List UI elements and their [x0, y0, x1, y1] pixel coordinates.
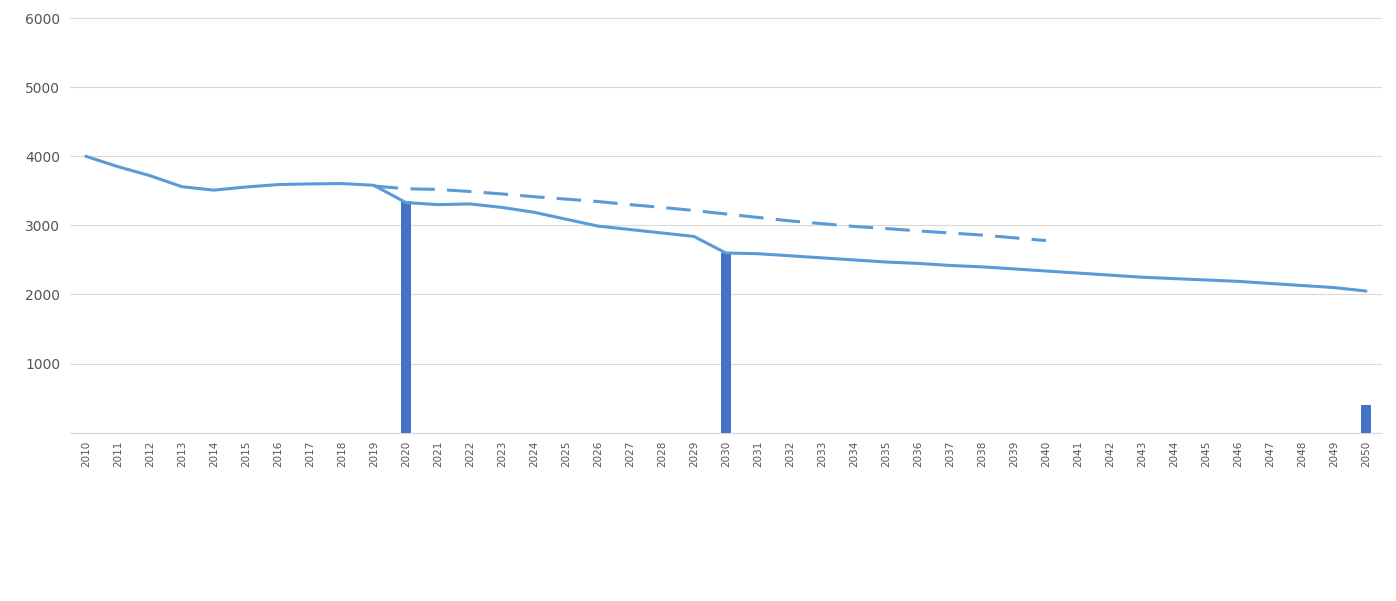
EU GGO 2018 — [941, 230, 958, 237]
Line: EU emissions forecasts: EU emissions forecasts — [85, 156, 1367, 291]
EU emissions forecasts — [525, 209, 542, 216]
EU emissions forecasts — [782, 252, 799, 260]
EU emissions forecasts — [1101, 272, 1118, 279]
EU GGO 2018 — [814, 220, 831, 227]
EU GGO 2018 — [685, 207, 702, 214]
EU emissions forecasts — [846, 256, 863, 263]
EU GGO 2018 — [462, 188, 479, 195]
EU GGO 2018 — [557, 195, 574, 203]
EU emissions forecasts — [1005, 265, 1022, 272]
EU emissions forecasts — [462, 200, 479, 207]
EU emissions forecasts — [878, 258, 895, 266]
EU GGO 2018 — [366, 182, 383, 189]
EU emissions forecasts — [621, 226, 638, 233]
EU emissions forecasts — [77, 153, 94, 160]
EU GGO 2018 — [430, 186, 447, 193]
EU GGO 2018 — [846, 223, 863, 230]
EU emissions forecasts — [237, 183, 254, 191]
EU emissions forecasts — [718, 249, 734, 257]
EU emissions forecasts — [366, 182, 383, 189]
EU emissions forecasts — [1358, 287, 1375, 294]
EU emissions forecasts — [557, 216, 574, 223]
EU emissions forecasts — [750, 250, 766, 257]
EU emissions forecasts — [141, 172, 158, 179]
EU GGO 2018 — [782, 218, 799, 225]
EU emissions forecasts — [814, 254, 831, 261]
EU GGO 2018 — [589, 198, 606, 205]
EU emissions forecasts — [653, 230, 670, 237]
EU emissions forecasts — [302, 180, 318, 188]
EU emissions forecasts — [430, 201, 447, 208]
EU emissions forecasts — [1198, 276, 1215, 284]
EU emissions forecasts — [1294, 282, 1311, 289]
EU GGO 2018 — [973, 231, 990, 239]
EU GGO 2018 — [494, 191, 511, 198]
Bar — [401, 201, 410, 433]
EU emissions forecasts — [1262, 280, 1279, 287]
Line: EU GGO 2018: EU GGO 2018 — [374, 186, 1046, 240]
Bar — [1361, 405, 1371, 433]
EU emissions forecasts — [1037, 267, 1054, 275]
EU emissions forecasts — [589, 222, 606, 230]
EU GGO 2018 — [750, 214, 766, 221]
EU emissions forecasts — [1166, 275, 1182, 282]
EU emissions forecasts — [685, 233, 702, 240]
EU emissions forecasts — [941, 262, 958, 269]
EU GGO 2018 — [525, 193, 542, 200]
EU emissions forecasts — [334, 180, 350, 187]
EU GGO 2018 — [1037, 237, 1054, 244]
EU emissions forecasts — [494, 204, 511, 211]
EU emissions forecasts — [398, 199, 415, 206]
EU emissions forecasts — [109, 163, 126, 170]
EU emissions forecasts — [1069, 269, 1086, 276]
EU emissions forecasts — [910, 260, 927, 267]
EU emissions forecasts — [1134, 273, 1150, 281]
EU GGO 2018 — [718, 210, 734, 218]
EU emissions forecasts — [1326, 284, 1343, 291]
EU GGO 2018 — [1005, 234, 1022, 242]
EU emissions forecasts — [173, 183, 190, 191]
EU GGO 2018 — [878, 225, 895, 232]
EU emissions forecasts — [205, 186, 222, 194]
Bar — [722, 253, 730, 433]
EU GGO 2018 — [653, 204, 670, 211]
EU GGO 2018 — [910, 227, 927, 234]
EU GGO 2018 — [398, 185, 415, 192]
EU emissions forecasts — [1230, 278, 1247, 285]
EU emissions forecasts — [973, 263, 990, 270]
EU emissions forecasts — [269, 181, 286, 188]
EU GGO 2018 — [621, 201, 638, 208]
